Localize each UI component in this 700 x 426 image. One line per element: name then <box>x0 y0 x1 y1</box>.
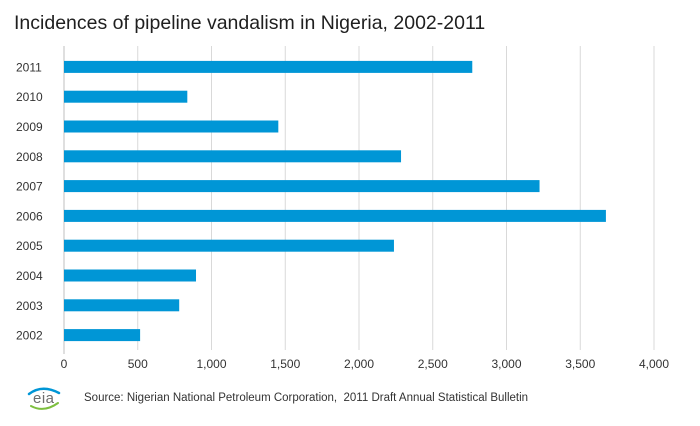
chart-title: Incidences of pipeline vandalism in Nige… <box>14 12 486 34</box>
x-tick-label: 1,000 <box>196 357 226 371</box>
y-tick-label: 2004 <box>16 269 43 283</box>
bar <box>64 329 141 342</box>
eia-swoosh-icon <box>27 387 61 410</box>
bar <box>64 239 394 252</box>
eia-logo: eia <box>26 386 62 410</box>
bar <box>64 269 197 282</box>
gridlines <box>63 46 655 354</box>
bar <box>64 60 473 73</box>
eia-logo-text: eia <box>33 390 55 407</box>
bars <box>64 60 606 342</box>
x-tick-label: 3,500 <box>565 357 595 371</box>
bar <box>64 180 540 193</box>
y-tick-label: 2011 <box>16 60 42 74</box>
x-tick-label: 1,500 <box>270 357 300 371</box>
x-tick-label: 2,000 <box>344 357 374 371</box>
bar <box>64 120 279 133</box>
y-tick-label: 2002 <box>16 329 43 343</box>
y-tick-label: 2009 <box>16 120 43 134</box>
bar-chart: 2011 2010 2009 2008 2007 2006 2005 2004 2003 2002… <box>16 46 670 371</box>
y-tick-label: 2010 <box>16 90 43 104</box>
bar <box>64 299 180 312</box>
source-note: Source: Nigerian National Petroleum Corp… <box>84 392 529 404</box>
y-tick-label: 2003 <box>16 299 43 313</box>
x-tick-label: 3,000 <box>491 357 521 371</box>
x-tick-label: 0 <box>61 357 68 371</box>
x-tick-label: 500 <box>128 357 148 371</box>
source-footer: eia Source: Nigerian National Petroleum … <box>26 386 528 410</box>
x-tick-label: 2,500 <box>418 357 448 371</box>
x-tick-label: 4,000 <box>639 357 669 371</box>
x-tick-labels: 0 500 1,000 1,500 2,000 2,500 3,000 3,500 4,000 <box>61 357 670 371</box>
y-tick-label: 2006 <box>16 209 43 223</box>
bar <box>64 209 606 222</box>
y-tick-labels: 2011 2010 2009 2008 2007 2006 2005 2004 2003 2002 <box>16 60 43 342</box>
y-tick-label: 2005 <box>16 239 43 253</box>
y-tick-label: 2008 <box>16 150 43 164</box>
bar <box>64 90 188 103</box>
bar <box>64 150 402 163</box>
y-tick-label: 2007 <box>16 180 43 194</box>
